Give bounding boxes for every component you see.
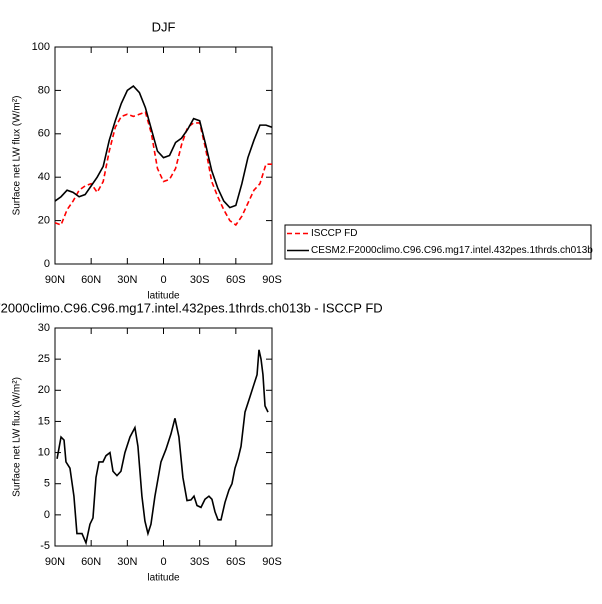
x-tick-label: 90S bbox=[262, 556, 282, 568]
y-tick-label: 30 bbox=[38, 322, 50, 334]
x-tick-label: 90N bbox=[45, 274, 65, 286]
y-tick-label: 80 bbox=[38, 84, 50, 96]
y-tick-label: 10 bbox=[38, 446, 50, 458]
plot-frame bbox=[54, 46, 273, 265]
x-tick-label: 30S bbox=[190, 556, 210, 568]
x-tick-label: 90S bbox=[262, 274, 282, 286]
x-tick-label: 60S bbox=[226, 274, 246, 286]
x-axis-title: latitude bbox=[147, 573, 180, 584]
y-tick-label: 40 bbox=[38, 171, 50, 183]
y-tick-label: 25 bbox=[38, 353, 50, 365]
y-tick-label: 0 bbox=[44, 509, 50, 521]
y-tick-label: 5 bbox=[44, 478, 50, 490]
y-axis-title: Surface net LW flux (W/m²) bbox=[12, 377, 23, 497]
y-tick-label: 20 bbox=[38, 215, 50, 227]
legend-label: CESM2.F2000climo.C96.C96.mg17.intel.432p… bbox=[311, 245, 593, 256]
data-line bbox=[56, 349, 269, 546]
legend-box bbox=[284, 224, 592, 260]
y-axis-title: Surface net LW flux (W/m²) bbox=[12, 96, 23, 216]
legend-label: ISCCP FD bbox=[311, 228, 358, 239]
data-line bbox=[54, 84, 273, 209]
x-tick-label: 60N bbox=[81, 556, 101, 568]
y-tick-label: 0 bbox=[44, 258, 50, 270]
x-axis-title: latitude bbox=[147, 291, 180, 302]
chart-title: CESM2.F2000climo.C96.C96.mg17.intel.432p… bbox=[0, 300, 383, 315]
y-tick-label: 20 bbox=[38, 384, 50, 396]
chart-title: DJF bbox=[152, 19, 176, 34]
x-tick-label: 30N bbox=[117, 556, 137, 568]
plot-frame bbox=[54, 327, 273, 547]
y-tick-label: 100 bbox=[32, 41, 50, 53]
data-line bbox=[54, 111, 272, 227]
x-tick-label: 90N bbox=[45, 556, 65, 568]
y-tick-label: -5 bbox=[40, 540, 50, 552]
y-tick-label: 60 bbox=[38, 128, 50, 140]
x-tick-label: 60N bbox=[81, 274, 101, 286]
x-tick-label: 30N bbox=[117, 274, 137, 286]
y-tick-label: 15 bbox=[38, 415, 50, 427]
x-tick-label: 0 bbox=[160, 556, 166, 568]
x-tick-label: 0 bbox=[160, 274, 166, 286]
x-tick-label: 60S bbox=[226, 556, 246, 568]
x-tick-label: 30S bbox=[190, 274, 210, 286]
